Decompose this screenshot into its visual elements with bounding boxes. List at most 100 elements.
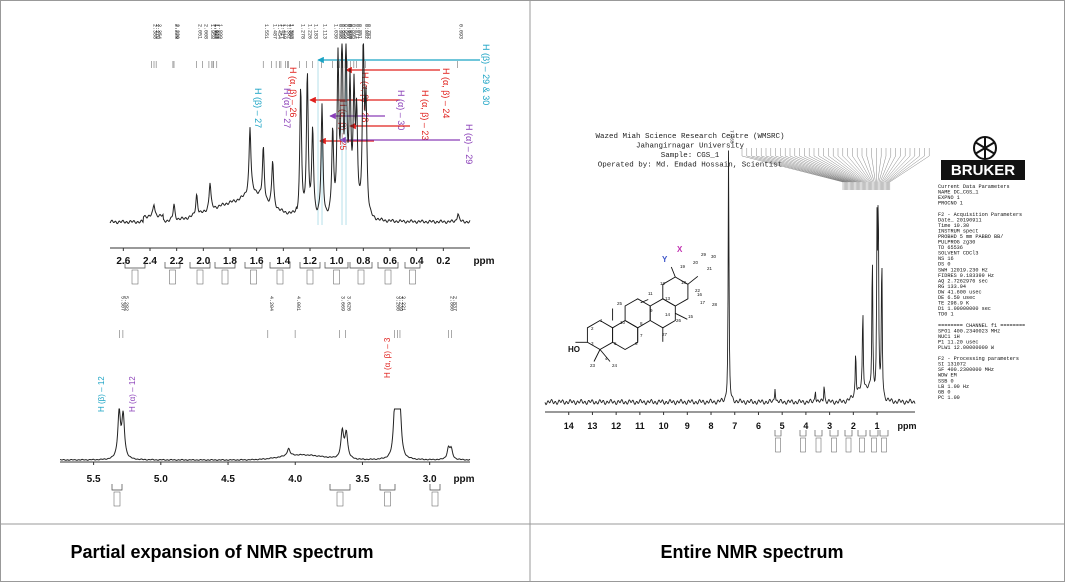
- atom-label-15: 25: [617, 301, 623, 306]
- atom-label-0: X: [677, 245, 683, 254]
- integral-box-top-7: [333, 269, 340, 285]
- x-ticks-bottom: 5.5 5.0 4.5 4.0 3.5 3.0 ppm: [87, 462, 475, 485]
- shift-label-top-27: 0.959: [342, 24, 348, 39]
- shift-label-top-5: 2.051: [197, 24, 203, 39]
- integral-box-bottom-2: [384, 491, 391, 507]
- param-line-22: D1 1.00000000 sec: [938, 306, 991, 312]
- shift-leader-full-11: [794, 148, 857, 190]
- shift-leader-full-16: [818, 148, 863, 190]
- param-line-28: P1 11.20 usec: [938, 339, 978, 345]
- param-line-25: ======== CHANNEL f1 ========: [938, 323, 1025, 329]
- shift-label-bottom-4: 3.669: [340, 296, 346, 311]
- param-line-34: WDW EM: [938, 373, 957, 379]
- tick-label-13: 1: [875, 421, 880, 431]
- tick-label-3: 4.0: [288, 474, 302, 485]
- shift-label-top-32: 0.871: [354, 24, 360, 39]
- integral-box-top-9: [384, 269, 392, 285]
- integrals-full: [774, 430, 889, 453]
- integral-box-top-1: [169, 269, 176, 285]
- shift-leader-full-7: [775, 148, 852, 190]
- atom-label-18: 14: [665, 312, 671, 317]
- param-line-29: PLW1 12.00000000 W: [938, 345, 995, 351]
- double-bond: [640, 299, 649, 304]
- param-line-31: F2 - Processing parameters: [938, 356, 1019, 362]
- atom-label-14: 28: [712, 302, 718, 307]
- integral-full-7: [879, 430, 889, 437]
- integral-box-top-2: [196, 269, 204, 285]
- atom-label-22: 2: [591, 326, 594, 331]
- tick-label-11: 0.4: [410, 256, 424, 267]
- integral-box-top-4: [250, 269, 257, 285]
- header-line-2: Sample: CGS_1: [661, 152, 720, 160]
- shift-label-bottom-6: 3.260: [395, 296, 401, 311]
- tick-label-1: 13: [587, 421, 597, 431]
- spectrum-trace-full: [544, 150, 916, 406]
- integral-bottom-3: [429, 484, 441, 491]
- integral-full-6: [869, 430, 879, 437]
- shift-leader-full-17: [823, 148, 864, 190]
- integral-top-0: [124, 262, 146, 269]
- integral-box-bottom-3: [431, 491, 439, 507]
- param-line-5: F2 - Acquisition Parameters: [938, 212, 1022, 218]
- tick-label-4: 10: [659, 421, 669, 431]
- tick-label-10: 4: [803, 421, 808, 431]
- shift-leader-full-37: [887, 148, 920, 190]
- tick-label-3: 2.0: [196, 256, 210, 267]
- param-line-13: NS 16: [938, 256, 954, 262]
- atom-label-11: 11: [648, 291, 653, 296]
- bond-3: [675, 312, 688, 320]
- shift-label-solvent: 7.265: [728, 130, 734, 144]
- bond-4: [687, 275, 699, 285]
- shift-label-top-1: 2.370: [154, 24, 160, 39]
- integral-box-bottom-1: [336, 491, 344, 507]
- shift-label-top-6: 2.008: [202, 24, 208, 39]
- integral-full-0: [774, 430, 782, 437]
- atom-label-4: 29: [701, 252, 707, 257]
- spectrum-trace-top: [109, 43, 471, 225]
- param-line-36: LB 1.00 Hz: [938, 384, 969, 390]
- header-line-0: Wazed Miah Science Research Centre (WMSR…: [595, 133, 784, 141]
- x-ticks-top: 2.6 2.4 2.2 2.0 1.8 1.6 1.4 1.2 1.0 0.8 0.6 0.4 0.2 p…: [116, 248, 495, 267]
- shift-leader-full-5: [765, 148, 850, 190]
- shift-leader-full-0: [741, 148, 844, 190]
- shift-leader-full-10: [789, 148, 856, 190]
- integral-top-5: [269, 262, 291, 269]
- atom-label-2: HO: [568, 345, 580, 354]
- shift-leader-full-35: [884, 148, 911, 190]
- shift-leader-full-26: [866, 148, 875, 190]
- atom-label-21: 1: [600, 318, 603, 323]
- integral-box-full-5: [859, 437, 865, 453]
- integral-top-2: [189, 262, 211, 269]
- integral-top-7: [324, 262, 349, 269]
- shift-leader-full-36: [886, 148, 915, 190]
- integral-bottom-0: [111, 484, 123, 491]
- tick-label-5: 9: [685, 421, 690, 431]
- header-line-3: Operated by: Md. Emdad Hossain, Scientis…: [598, 162, 783, 170]
- param-line-15: SWH 12019.230 Hz: [938, 267, 988, 273]
- assignment-label-5: H (α, β) – 23: [420, 90, 430, 140]
- bruker-logo: BRUKER: [941, 136, 1025, 180]
- atom-label-17: 9: [650, 308, 653, 313]
- shift-leader-full-32: [881, 148, 896, 190]
- assignment-label-9: H (α) – 27: [282, 88, 292, 128]
- shift-label-top-21: 1.226: [307, 24, 313, 39]
- shift-leader-full-31: [880, 148, 891, 190]
- param-line-17: AQ 2.7262976 sec: [938, 278, 988, 284]
- integral-full-4: [844, 430, 853, 437]
- shift-label-top-16: 1.551: [263, 24, 269, 39]
- tick-label-14: ppm: [898, 421, 917, 431]
- param-line-23: TD0 1: [938, 312, 954, 318]
- tick-label-2: 2.2: [170, 256, 184, 267]
- tick-label-4: 1.8: [223, 256, 237, 267]
- shift-leader-full-38: [888, 148, 925, 190]
- shift-leader-full-21: [842, 148, 869, 190]
- param-line-0: Current Data Parameters: [938, 184, 1010, 190]
- tick-label-2: 12: [611, 421, 621, 431]
- tick-label-9: 0.8: [356, 256, 370, 267]
- shift-label-top-0: 2.388: [152, 24, 158, 39]
- atom-label-31: 23: [590, 363, 596, 368]
- integral-box-bottom-0: [113, 491, 121, 507]
- integral-full-5: [857, 430, 867, 437]
- param-line-27: NUC1 1H: [938, 334, 960, 340]
